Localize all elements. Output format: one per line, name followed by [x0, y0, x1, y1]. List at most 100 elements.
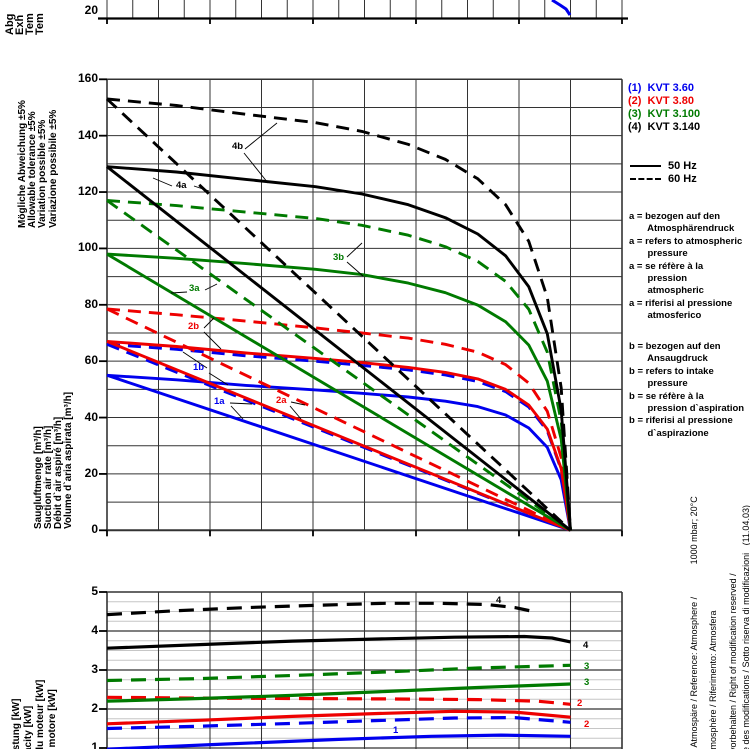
note-a-line: pressure — [629, 248, 688, 260]
note-b-block: b = bezogen auf den Ansaugdruck b = refe… — [629, 341, 750, 440]
y-tick-label: 60 — [84, 353, 98, 368]
curve-label-callout — [290, 401, 306, 406]
curve-label: 1a — [214, 396, 225, 407]
freq-50hz-row: 50 Hz — [630, 159, 748, 172]
curve-label-callout — [244, 122, 278, 150]
curve-label-callout — [346, 242, 363, 258]
curve-label: 4b — [232, 141, 244, 152]
curve-label-callout — [152, 177, 173, 187]
power-curve — [106, 663, 571, 683]
curve-label-callout — [230, 405, 244, 420]
y-tick-label: 5 — [91, 584, 98, 598]
note-b-line: d`aspirazione — [629, 427, 709, 439]
frequency-legend: 50 Hz 60 Hz — [630, 159, 748, 185]
curve-label: 2a — [276, 395, 287, 406]
curve-label: 1b — [193, 362, 205, 373]
power-curve — [106, 634, 571, 650]
legend-model-2: (2) KVT 3.80 — [628, 95, 695, 107]
suction-curve — [106, 307, 572, 532]
curve-label-callout — [229, 402, 253, 405]
top-curve-fragment — [551, 0, 572, 16]
reference-side-text: e des modifications / Sotto riserva di m… — [741, 505, 750, 749]
curve-label-callout — [203, 317, 215, 329]
reference-side-text: tmosphère / Riferimento: Atmosfera — [708, 610, 718, 749]
curve-label-callout — [170, 291, 188, 294]
curve-label-callout — [193, 185, 210, 192]
curve-label-callout — [346, 261, 364, 277]
note-a-line: Atmosphärendruck — [629, 223, 735, 235]
power-curve — [106, 601, 534, 617]
y-tick-label: 140 — [77, 127, 98, 142]
y-tick-label: 80 — [84, 296, 98, 311]
note-b-line: pression d`aspiration — [629, 403, 745, 415]
power-curve — [106, 715, 571, 731]
rotated-axis-label-fragment: Tem — [34, 13, 46, 35]
curve-label: 2 — [584, 719, 590, 730]
suction-curve — [106, 97, 572, 531]
suction-curve — [106, 340, 572, 532]
y-tick-label: 40 — [84, 409, 98, 424]
y-tick-label: 3 — [91, 662, 98, 676]
note-a-line: a = bezogen auf den — [629, 211, 721, 222]
y-tick-label: 2 — [91, 701, 98, 715]
suction-curve — [106, 342, 572, 531]
curve-label: 4 — [583, 640, 589, 651]
curve-label: 1 — [393, 725, 399, 736]
suction-curve — [106, 252, 572, 531]
legend: (1) KVT 3.60 (2) KVT 3.80 (3) KVT 3.100 … — [628, 82, 748, 134]
note-b-line: b = bezogen auf den — [629, 341, 721, 352]
rotated-axis-label-fragment: l motore [kW] — [47, 689, 58, 749]
note-a-line: a = refers to atmospheric — [629, 235, 743, 247]
y-tick-label: 0 — [91, 522, 98, 537]
freq-50hz-label: 50 Hz — [668, 159, 697, 172]
note-a-line: pression — [629, 273, 688, 285]
curve-label-callout — [289, 405, 302, 420]
tolerance-note: Variation possible ±5% — [37, 119, 48, 228]
note-b-line: b = riferisi al pressione — [629, 415, 733, 427]
y-tick-label: 20 — [84, 3, 98, 17]
tolerance-note: Variazione possibile ±5% — [48, 109, 59, 228]
curve-label: 3b — [333, 252, 345, 263]
power-curve — [106, 682, 571, 703]
note-a-line: atmosferico — [629, 310, 702, 322]
legend-model-4: (4) KVT 3.140 — [628, 121, 701, 133]
freq-60hz-label: 60 Hz — [668, 172, 697, 185]
note-a-line: a = riferisi al pressione — [629, 297, 733, 309]
curve-label: 3 — [584, 677, 590, 688]
suction-curve — [106, 97, 572, 532]
power-curve — [106, 709, 571, 726]
rotated-axis-label-fragment: istung [kW] — [11, 698, 22, 749]
curve-label-callout — [203, 331, 222, 350]
note-b-line: pressure — [629, 378, 688, 390]
y-tick-label: 4 — [91, 623, 98, 637]
curve-label: 3a — [189, 283, 200, 294]
curve-label-callout — [182, 351, 208, 369]
note-a-line: a = se réfère à la — [629, 260, 704, 272]
legend-model-1: (1) KVT 3.60 — [628, 82, 695, 94]
suction-curve — [106, 165, 572, 531]
reference-side-text: vorbehalten / Right of modification rese… — [728, 573, 738, 749]
y-tick-label: 1 — [91, 740, 98, 749]
power-curve — [106, 695, 571, 706]
rotated-axis-label-fragment: du moteur [kW] — [35, 679, 46, 749]
curve-label: 4 — [496, 595, 502, 606]
curve-label: 2 — [577, 698, 583, 709]
curve-label: 4a — [176, 180, 187, 191]
suction-curve — [106, 199, 572, 531]
note-b-line: b = refers to intake — [629, 365, 714, 377]
note-b-line: Ansaugdruck — [629, 353, 708, 365]
power-curve — [106, 733, 571, 749]
suction-curve — [106, 199, 572, 532]
rotated-axis-label-fragment: acity [kW] — [23, 705, 34, 749]
dashed-line-sample-icon — [630, 177, 661, 180]
y-tick-label: 120 — [77, 184, 98, 199]
legend-model-3: (3) KVT 3.100 — [628, 108, 701, 120]
curve-label: 3 — [584, 661, 590, 672]
note-a-line: atmospheric — [629, 285, 704, 297]
suction-curve — [106, 307, 572, 531]
curve-label: 2b — [188, 321, 200, 332]
y-axis-title: Volume d`aria aspirata [m³/h] — [63, 391, 74, 529]
note-a-block: a = bezogen auf den Atmosphärendruck a =… — [629, 211, 750, 323]
